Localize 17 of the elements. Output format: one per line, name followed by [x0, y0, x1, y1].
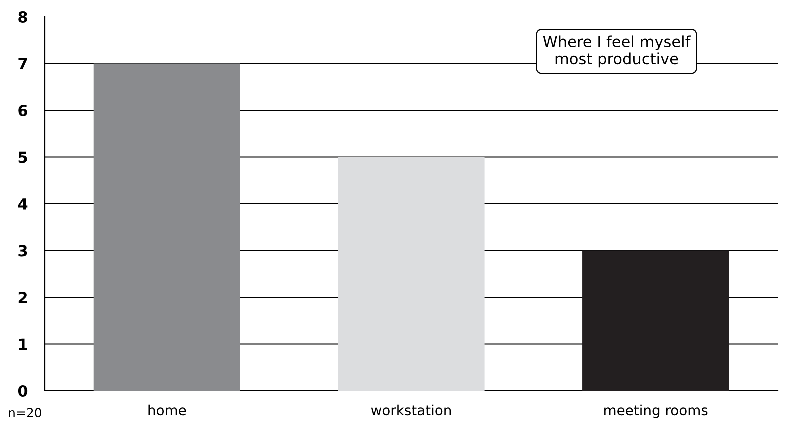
- text: n=20: [9, 408, 42, 418]
- y-tick-label: 4: [18, 198, 28, 210]
- y-tick-label: 6: [18, 104, 28, 117]
- y-tick-label: 3: [18, 245, 28, 257]
- y-tick-label: 7: [18, 58, 28, 70]
- bar: [582, 250, 730, 391]
- bar: [94, 64, 240, 391]
- y-tick-label: 2: [18, 292, 28, 304]
- x-tick-label: home: [148, 404, 186, 416]
- text: Where I feel myself most productive: [543, 36, 691, 68]
- y-tick-label: 5: [18, 152, 28, 164]
- y-tick-label: 8: [18, 11, 28, 24]
- y-tick-label: 1: [19, 338, 28, 350]
- bar: [338, 157, 485, 391]
- y-tick-label: 0: [18, 385, 28, 398]
- x-tick-label: workstation: [371, 404, 452, 416]
- x-tick-label: meeting rooms: [604, 404, 708, 418]
